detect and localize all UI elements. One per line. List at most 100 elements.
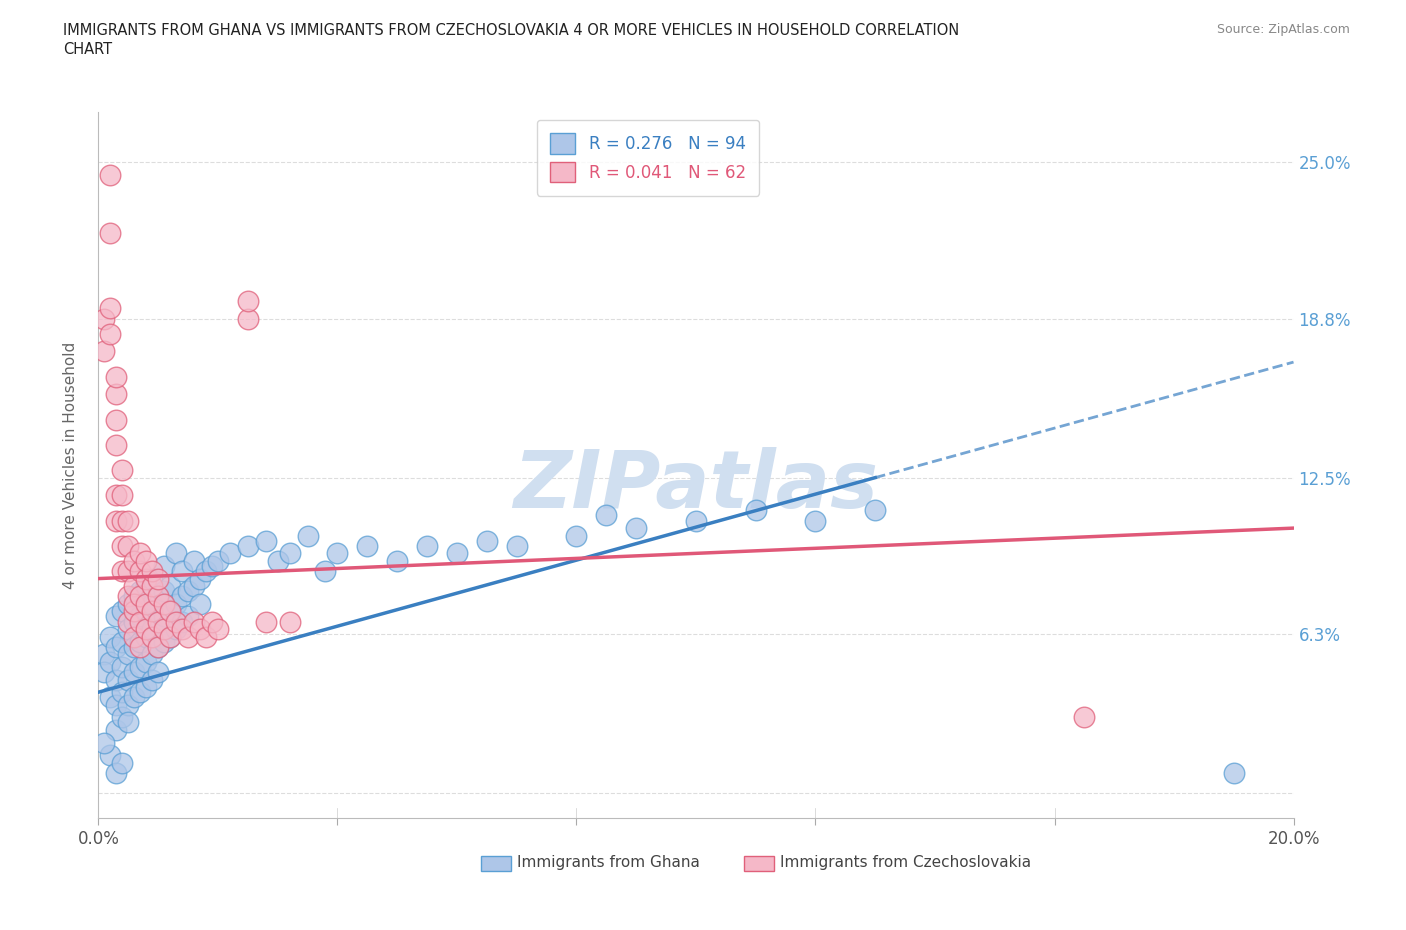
Point — [267, 553, 290, 568]
Point — [129, 584, 152, 599]
Point — [148, 614, 170, 629]
Point — [111, 462, 134, 477]
Bar — [481, 856, 510, 871]
Point — [356, 538, 378, 553]
Point — [124, 665, 146, 680]
Point — [124, 553, 146, 568]
Point — [117, 715, 139, 730]
Point — [188, 621, 211, 636]
Point — [159, 630, 181, 644]
Point — [745, 503, 768, 518]
Point — [148, 589, 170, 604]
Point — [135, 571, 157, 586]
Point — [105, 437, 128, 452]
Point — [153, 634, 176, 649]
Point — [148, 639, 170, 654]
Point — [165, 546, 187, 561]
Point — [236, 294, 259, 309]
Point — [141, 604, 163, 618]
Point — [93, 312, 115, 326]
Point — [117, 647, 139, 662]
Point — [165, 614, 187, 629]
Point — [117, 672, 139, 687]
Point — [105, 369, 128, 384]
Point — [177, 630, 200, 644]
Point — [172, 564, 194, 578]
Point — [183, 614, 205, 629]
Point — [105, 723, 128, 737]
Point — [148, 614, 170, 629]
Point — [129, 564, 152, 578]
Point — [207, 553, 229, 568]
Point — [159, 604, 181, 618]
Point — [98, 690, 122, 705]
Point — [297, 528, 319, 543]
Point — [172, 621, 194, 636]
Point — [159, 604, 181, 618]
Point — [236, 538, 259, 553]
Point — [148, 639, 170, 654]
Point — [117, 589, 139, 604]
Point — [165, 621, 187, 636]
Point — [124, 639, 146, 654]
Point — [105, 765, 128, 780]
Point — [148, 571, 170, 586]
Point — [129, 684, 152, 699]
Text: Immigrants from Ghana: Immigrants from Ghana — [517, 855, 700, 870]
Point — [135, 680, 157, 695]
Point — [117, 564, 139, 578]
Point — [475, 533, 498, 548]
Point — [865, 503, 887, 518]
Point — [153, 609, 176, 624]
Y-axis label: 4 or more Vehicles in Household: 4 or more Vehicles in Household — [63, 341, 77, 589]
Point — [326, 546, 349, 561]
Point — [135, 578, 157, 593]
Point — [195, 564, 218, 578]
Point — [141, 621, 163, 636]
Point — [219, 546, 242, 561]
Point — [98, 326, 122, 341]
Point — [111, 604, 134, 618]
Point — [105, 672, 128, 687]
Point — [141, 672, 163, 687]
Point — [129, 639, 152, 654]
Point — [93, 647, 115, 662]
Point — [141, 564, 163, 578]
Point — [135, 596, 157, 611]
Point — [159, 578, 181, 593]
Point — [153, 621, 176, 636]
Point — [595, 508, 617, 523]
Point — [135, 604, 157, 618]
Point — [117, 614, 139, 629]
Point — [93, 736, 115, 751]
Point — [98, 630, 122, 644]
Point — [117, 621, 139, 636]
Point — [385, 553, 409, 568]
Point — [105, 609, 128, 624]
Point — [506, 538, 529, 553]
Point — [153, 596, 176, 611]
Point — [254, 614, 277, 629]
Text: Source: ZipAtlas.com: Source: ZipAtlas.com — [1216, 23, 1350, 36]
Point — [315, 564, 337, 578]
Point — [141, 647, 163, 662]
Point — [141, 578, 163, 593]
Point — [148, 665, 170, 680]
Point — [111, 564, 134, 578]
Point — [124, 690, 146, 705]
Text: ZIPatlas: ZIPatlas — [513, 447, 879, 525]
Point — [117, 596, 139, 611]
Point — [141, 596, 163, 611]
Point — [98, 225, 122, 240]
Point — [129, 589, 152, 604]
Point — [105, 513, 128, 528]
Legend: R = 0.276   N = 94, R = 0.041   N = 62: R = 0.276 N = 94, R = 0.041 N = 62 — [537, 120, 759, 195]
Point — [129, 609, 152, 624]
Point — [105, 639, 128, 654]
Point — [207, 621, 229, 636]
Point — [188, 596, 211, 611]
Point — [153, 584, 176, 599]
Point — [685, 513, 707, 528]
Point — [117, 538, 139, 553]
Point — [124, 604, 146, 618]
